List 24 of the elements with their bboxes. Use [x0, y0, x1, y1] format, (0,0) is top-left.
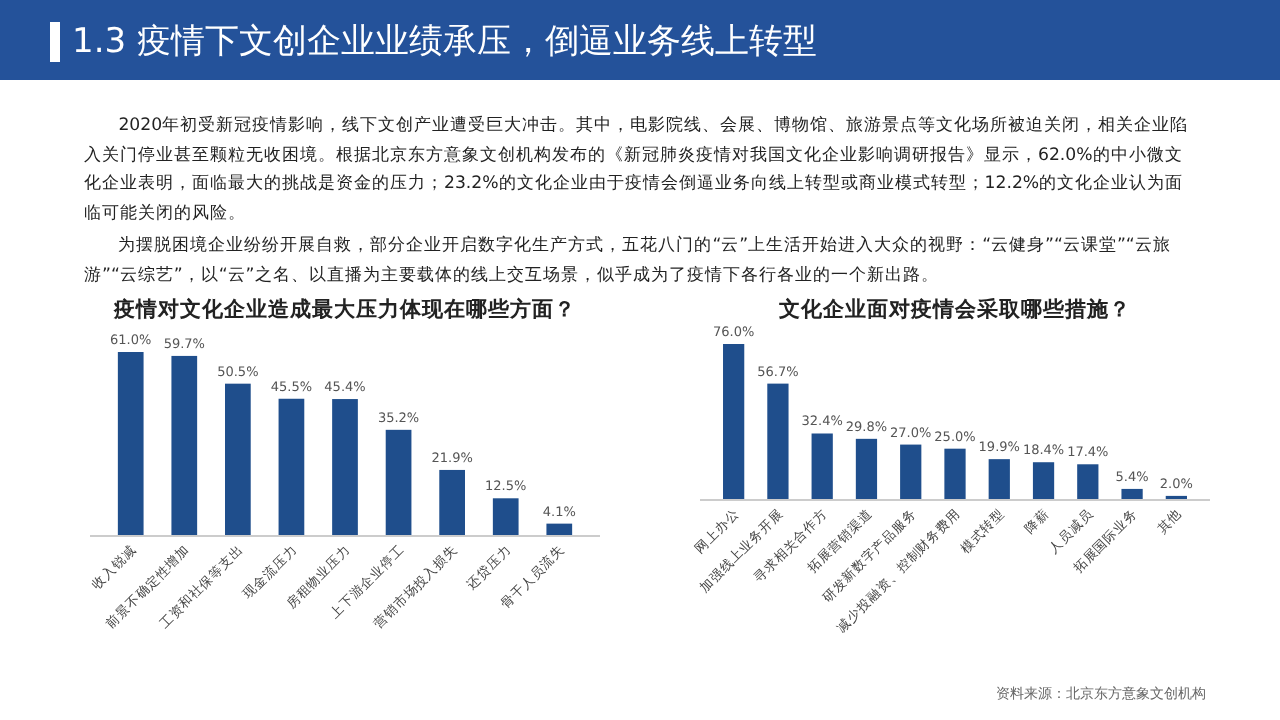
- text: 2020年初受新冠疫情影响，线下文创产业遭受巨大冲击。其中，电影院线、会展、博物馆、旅游景点等文化场所被迫关闭，相关企业陷入关门停业甚至颗粒无收困境。根据北京东方意象文创机构发布的《新冠肺炎疫情对我国文化企业影响调研报告》显示，62.0%的中小微文化企业表明，面临最大的挑战是资金的压力；23.2%的文化企业由于疫情会倒逼业务向线上转型或商业模式转型；12.2%的文化企业认为面临可能关闭的风险。: [84, 113, 1191, 227]
- bar: [900, 444, 922, 500]
- bar: [439, 469, 465, 536]
- bar: [855, 438, 878, 500]
- bar: [811, 433, 833, 500]
- bar: [171, 355, 198, 536]
- bar: [278, 398, 305, 536]
- bar: [944, 448, 966, 500]
- bar: [767, 383, 789, 500]
- bar: [492, 498, 519, 536]
- text: 1.3 疫情下文创企业业绩承压，倒逼业务线上转型: [72, 20, 817, 64]
- bar: [723, 344, 745, 500]
- bar: [385, 429, 412, 536]
- bar: [1121, 488, 1143, 500]
- chart-title: 文化企业面对疫情会采取哪些措施？: [777, 296, 1131, 322]
- bar: [1032, 462, 1055, 500]
- bar: [117, 352, 144, 536]
- bar: [988, 459, 1010, 500]
- bar: [332, 399, 358, 536]
- chart-title: 疫情对文化企业造成最大压力体现在哪些方面？: [112, 296, 576, 322]
- bar: [1077, 464, 1099, 500]
- text: 为摆脱困境企业纷纷开展自救，部分企业开启数字化生产方式，五花八门的“云”上生活开始进入大众的视野：“云健身”“云课堂”“云旅游”“云综艺”，以“云”之名、以直播为主要载体的线上交互场景，似乎成为了疫情下各行各业的一个新出路。: [84, 233, 1173, 289]
- bar: [546, 523, 573, 536]
- bar: [225, 383, 251, 536]
